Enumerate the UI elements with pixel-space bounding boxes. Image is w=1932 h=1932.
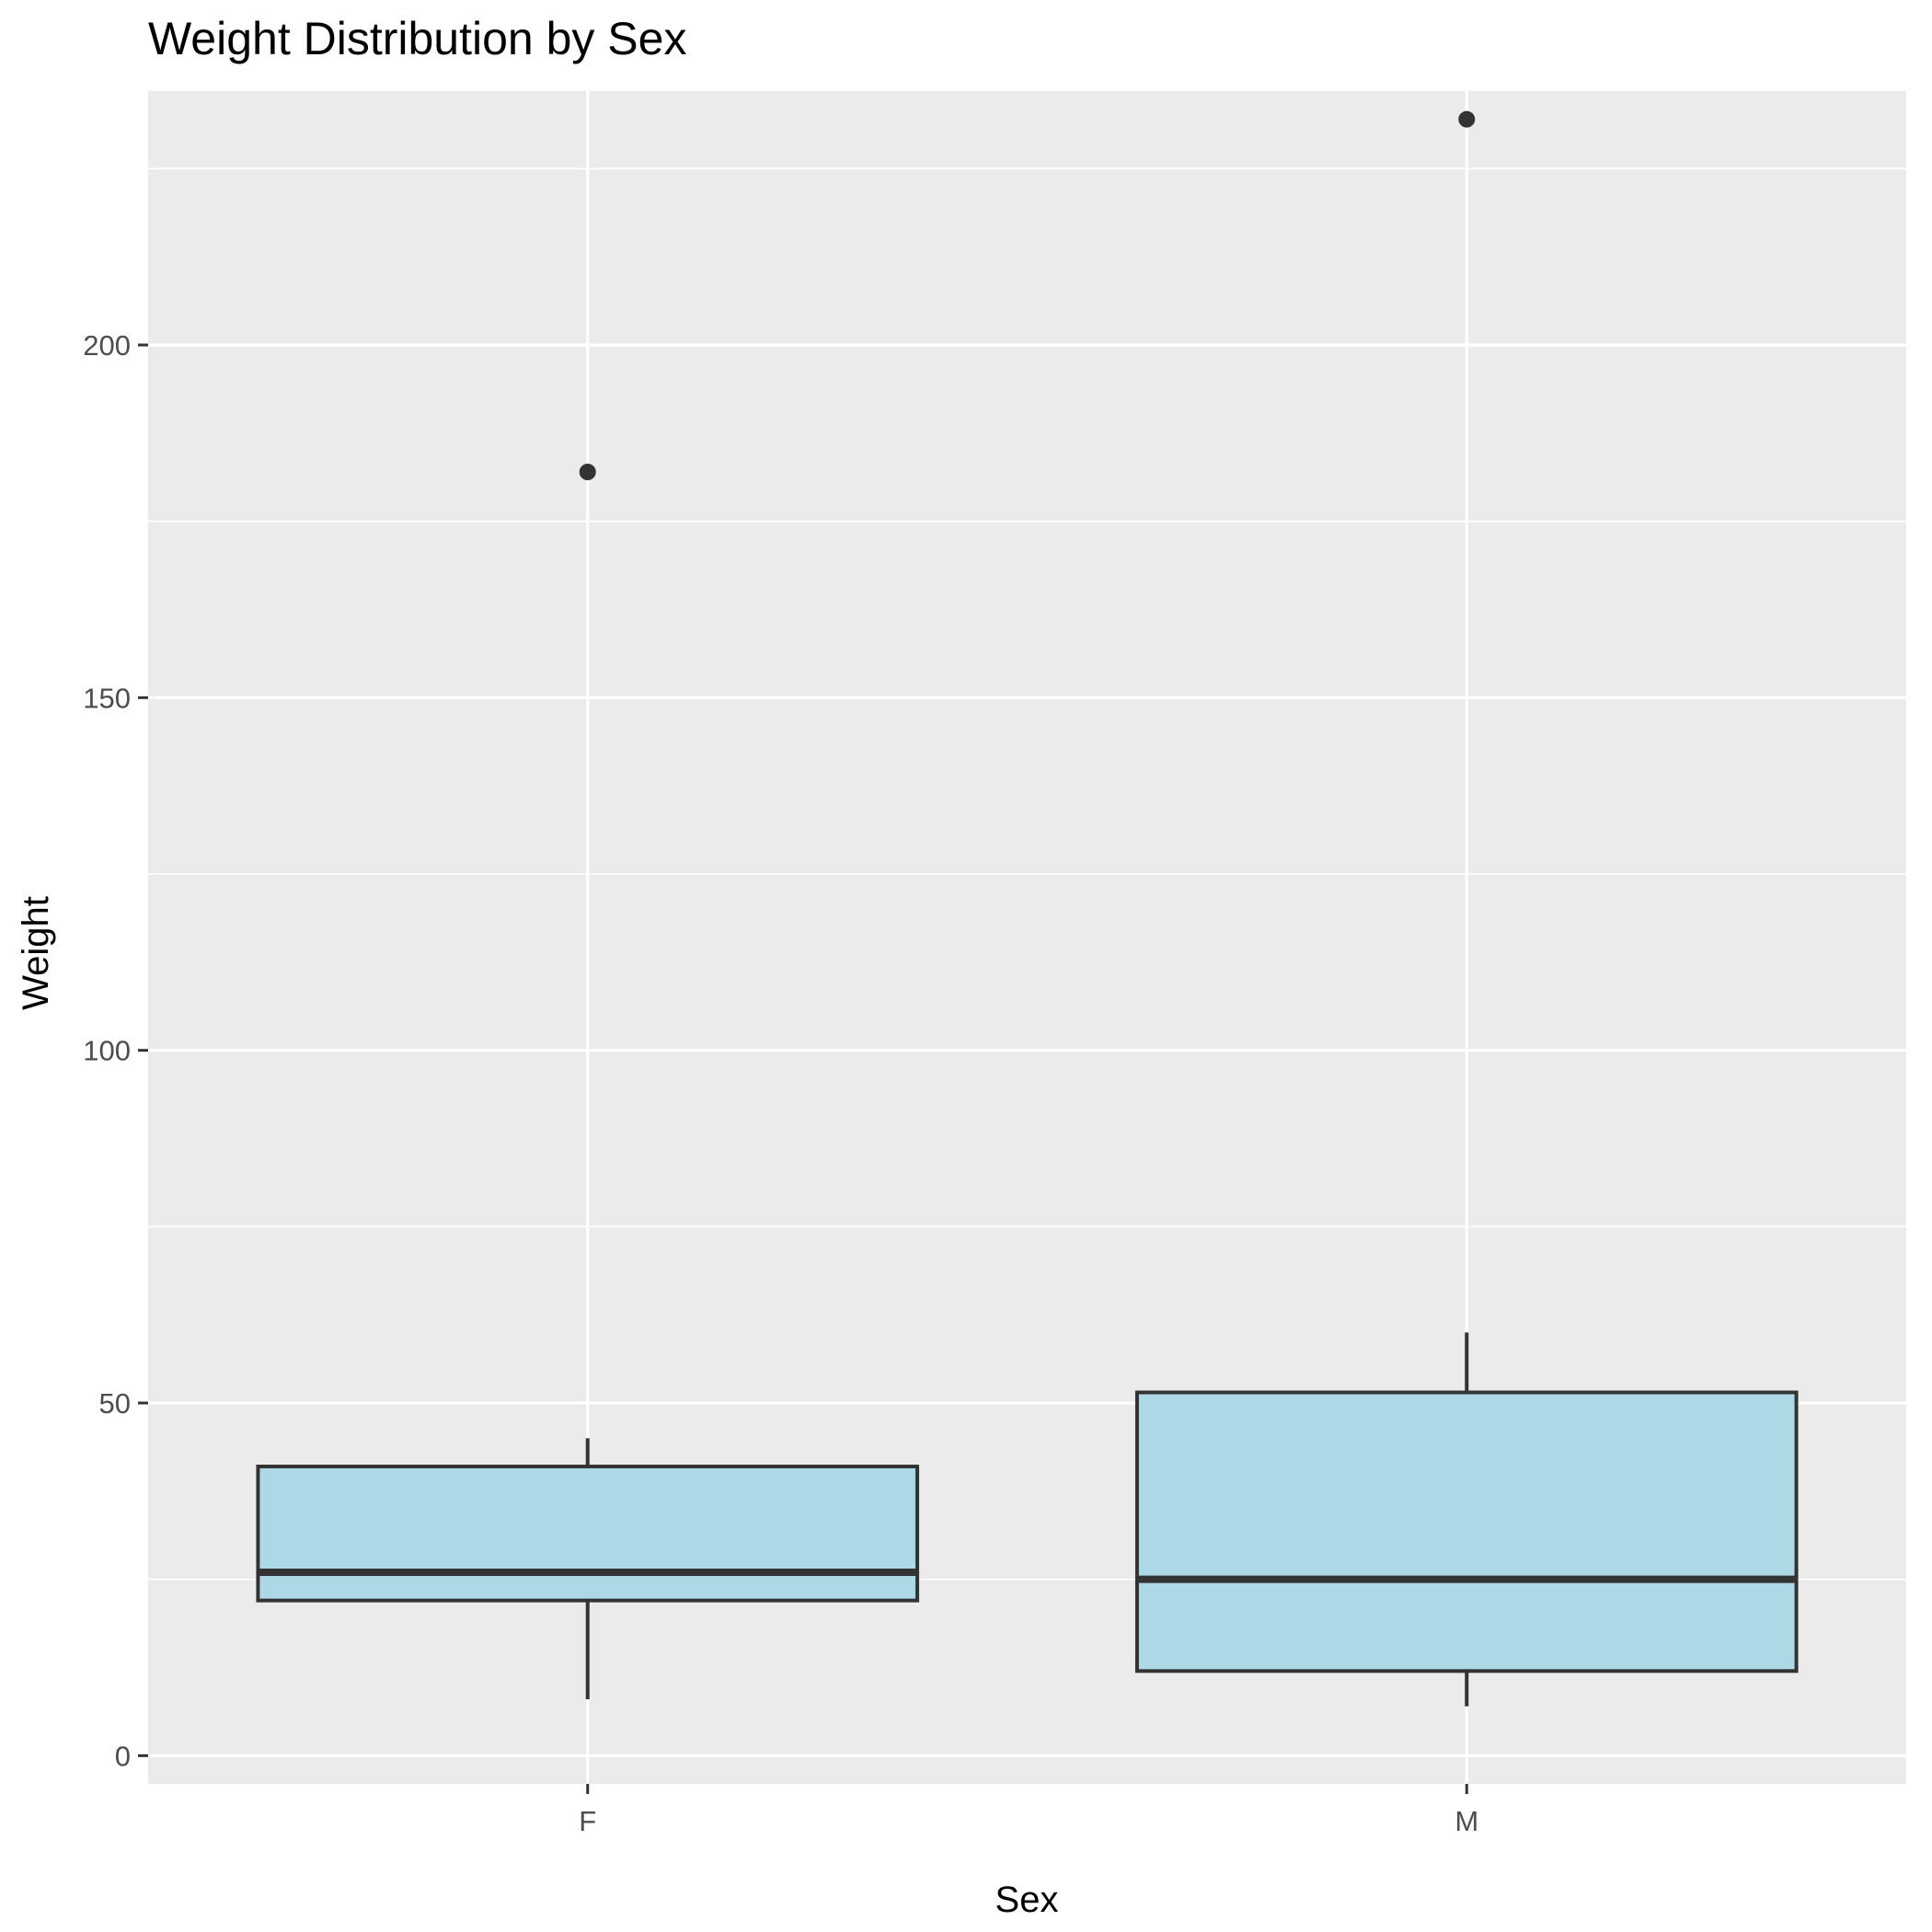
chart-title: Weight Distribution by Sex xyxy=(148,13,686,64)
x-tick-label: F xyxy=(579,1805,596,1837)
y-axis: 0 50 100 150 200 xyxy=(83,329,148,1772)
y-tick-label: 150 xyxy=(83,682,131,714)
box-iqr xyxy=(1134,1390,1799,1673)
y-axis-title: Weight xyxy=(16,896,56,1010)
x-axis-title: Sex xyxy=(995,1880,1059,1920)
box-iqr xyxy=(256,1465,920,1603)
y-tick-label: 0 xyxy=(115,1740,131,1772)
x-tick-label: M xyxy=(1455,1805,1478,1837)
y-tick-label: 50 xyxy=(99,1387,131,1420)
box-F xyxy=(256,464,920,1699)
y-tick-label: 200 xyxy=(83,329,131,362)
y-tick-label: 100 xyxy=(83,1035,131,1067)
outlier-point xyxy=(579,464,596,480)
box-layer xyxy=(256,110,1799,1707)
outlier-point xyxy=(1458,110,1476,128)
box-M xyxy=(1134,110,1799,1707)
